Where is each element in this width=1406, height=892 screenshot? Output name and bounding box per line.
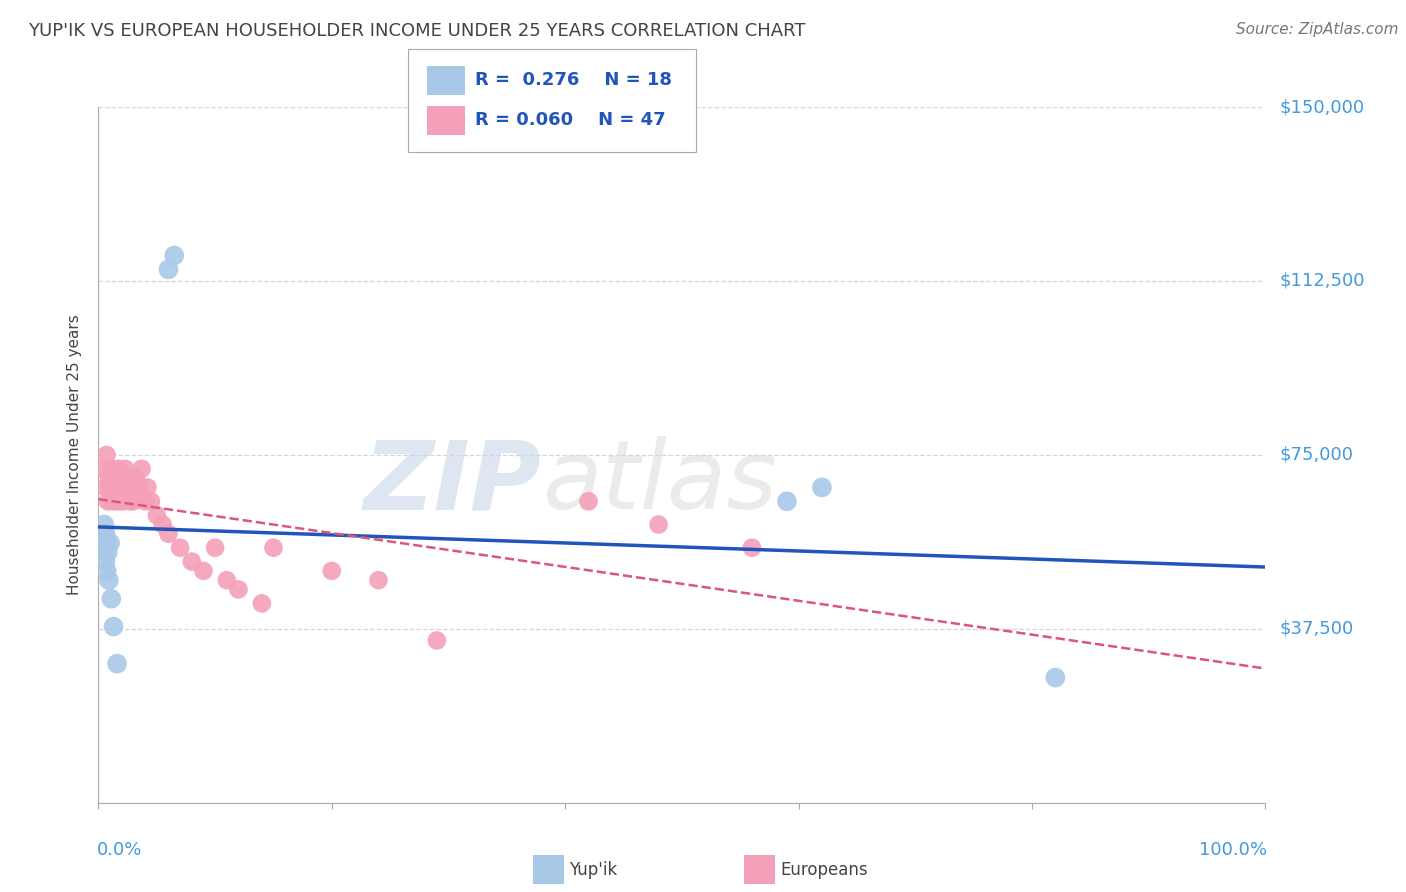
Point — [321, 564, 343, 578]
Point — [98, 480, 121, 494]
Point — [204, 541, 226, 555]
Text: R =  0.276    N = 18: R = 0.276 N = 18 — [475, 71, 672, 89]
Point — [215, 573, 238, 587]
Point — [112, 480, 135, 494]
Point — [117, 471, 139, 485]
Text: ZIP: ZIP — [364, 436, 541, 529]
Point — [136, 480, 159, 494]
Point — [91, 536, 114, 550]
Point — [741, 541, 763, 555]
Point — [128, 480, 150, 494]
Point — [98, 536, 121, 550]
Point — [134, 494, 156, 508]
Point — [93, 541, 115, 555]
Point — [105, 480, 128, 494]
Text: Yup'ik: Yup'ik — [569, 861, 617, 879]
Text: R = 0.060    N = 47: R = 0.060 N = 47 — [475, 112, 666, 129]
Text: 0.0%: 0.0% — [97, 841, 142, 859]
Text: 100.0%: 100.0% — [1198, 841, 1267, 859]
Point — [100, 462, 122, 476]
Text: $112,500: $112,500 — [1279, 272, 1365, 290]
Point — [250, 596, 273, 610]
Point — [111, 471, 134, 485]
Point — [118, 494, 141, 508]
Point — [96, 564, 118, 578]
Text: YUP'IK VS EUROPEAN HOUSEHOLDER INCOME UNDER 25 YEARS CORRELATION CHART: YUP'IK VS EUROPEAN HOUSEHOLDER INCOME UN… — [28, 22, 806, 40]
Point — [139, 494, 162, 508]
Point — [110, 494, 132, 508]
Point — [105, 657, 128, 671]
Point — [152, 517, 174, 532]
Point — [776, 494, 799, 508]
Point — [114, 462, 136, 476]
Point — [94, 526, 117, 541]
Text: $37,500: $37,500 — [1279, 620, 1354, 638]
Point — [103, 480, 125, 494]
Y-axis label: Householder Income Under 25 years: Householder Income Under 25 years — [67, 315, 83, 595]
Point — [228, 582, 250, 597]
Point — [811, 480, 834, 494]
Text: atlas: atlas — [541, 436, 778, 529]
Point — [1045, 671, 1067, 685]
Point — [104, 471, 127, 485]
Point — [104, 494, 127, 508]
Text: $75,000: $75,000 — [1279, 446, 1354, 464]
Point — [120, 480, 142, 494]
Text: Europeans: Europeans — [780, 861, 868, 879]
Point — [94, 480, 117, 494]
Point — [100, 591, 122, 606]
Point — [101, 494, 124, 508]
Point — [367, 573, 389, 587]
Point — [647, 517, 669, 532]
Point — [426, 633, 449, 648]
Point — [146, 508, 169, 523]
Point — [94, 555, 117, 569]
Point — [262, 541, 284, 555]
Point — [163, 248, 186, 262]
Point — [93, 462, 115, 476]
Text: $150,000: $150,000 — [1279, 98, 1364, 116]
Point — [157, 262, 180, 277]
Point — [578, 494, 600, 508]
Point — [108, 480, 131, 494]
Point — [97, 545, 120, 559]
Point — [131, 462, 153, 476]
Point — [107, 462, 129, 476]
Point — [93, 517, 115, 532]
Point — [111, 494, 134, 508]
Point — [157, 526, 180, 541]
Point — [97, 573, 120, 587]
Point — [96, 448, 118, 462]
Point — [91, 526, 114, 541]
Point — [97, 494, 120, 508]
Text: Source: ZipAtlas.com: Source: ZipAtlas.com — [1236, 22, 1399, 37]
Point — [193, 564, 215, 578]
Point — [97, 471, 120, 485]
Point — [169, 541, 191, 555]
Point — [122, 494, 145, 508]
Point — [96, 532, 118, 546]
Point — [180, 555, 202, 569]
Point — [103, 619, 125, 633]
Point — [125, 471, 148, 485]
